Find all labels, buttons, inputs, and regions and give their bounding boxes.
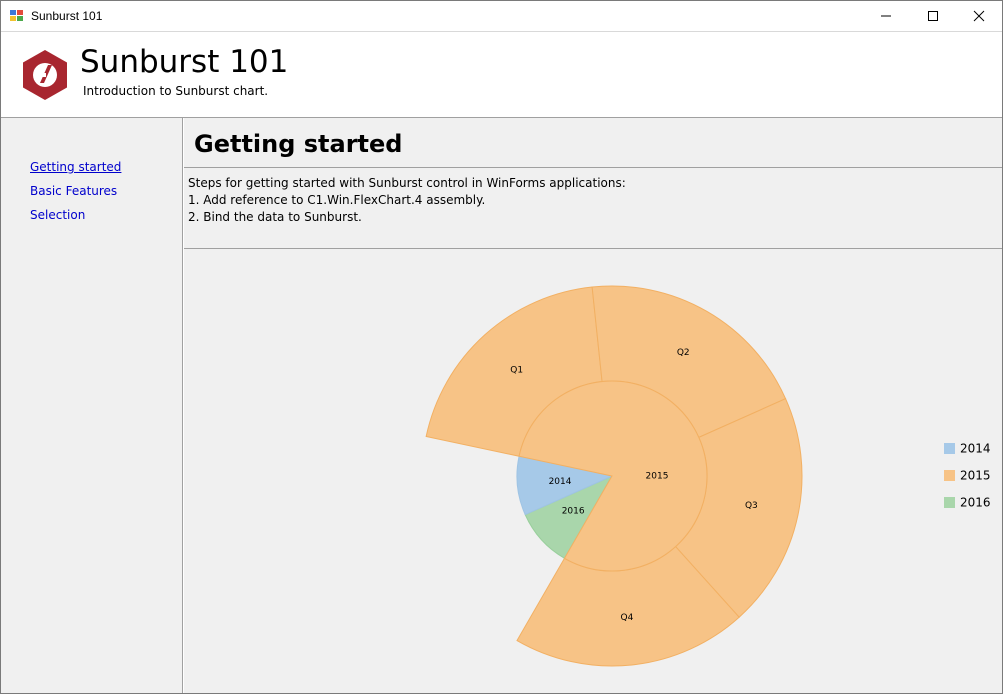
slice-label-2014: 2014 <box>549 477 572 487</box>
sidebar-item-basic-features[interactable]: Basic Features <box>30 184 118 198</box>
slice-label-2016: 2016 <box>562 506 585 516</box>
main-content: Getting started Steps for getting starte… <box>184 118 1002 693</box>
app-subtitle: Introduction to Sunburst chart. <box>83 84 269 98</box>
description-line: 1. Add reference to C1.Win.FlexChart.4 a… <box>188 193 486 207</box>
slice-label-2015: 2015 <box>646 472 669 482</box>
legend-label-2014: 2014 <box>960 442 991 456</box>
description-line: Steps for getting started with Sunburst … <box>188 176 626 190</box>
sunburst-svg: Q1 Q2 Q3 Q4 2016 2014 2015 2014 2015 2016 <box>425 285 991 667</box>
maximize-icon <box>928 11 938 21</box>
sunburst-chart[interactable]: Q1 Q2 Q3 Q4 2016 2014 2015 2014 2015 2016 <box>184 249 1002 693</box>
chart-divider <box>184 248 1002 249</box>
window-title: Sunburst 101 <box>31 9 103 23</box>
minimize-button[interactable] <box>863 1 909 31</box>
sidebar: Getting started Basic Features Selection <box>1 118 183 693</box>
slice-label-q2: Q2 <box>677 348 690 358</box>
legend-label-2016: 2016 <box>960 496 991 510</box>
close-icon <box>973 10 985 22</box>
legend-swatch-2016 <box>944 497 955 508</box>
slice-label-q4: Q4 <box>620 613 633 623</box>
sidebar-item-selection[interactable]: Selection <box>30 208 86 222</box>
title-divider <box>184 167 1002 168</box>
page-title: Getting started <box>194 130 403 158</box>
sunburst-slice-2015[interactable] <box>518 380 708 572</box>
legend-swatch-2015 <box>944 470 955 481</box>
slice-label-q1: Q1 <box>510 366 523 376</box>
sidebar-item-getting-started[interactable]: Getting started <box>30 160 122 174</box>
app-icon <box>10 10 23 21</box>
minimize-icon <box>881 15 891 17</box>
description: Steps for getting started with Sunburst … <box>188 175 626 226</box>
app-title: Sunburst 101 <box>80 44 289 80</box>
legend-label-2015: 2015 <box>960 469 991 483</box>
legend-swatch-2014 <box>944 443 955 454</box>
close-button[interactable] <box>956 1 1002 31</box>
slice-label-q3: Q3 <box>745 501 758 511</box>
description-line: 2. Bind the data to Sunburst. <box>188 210 362 224</box>
app-header: Sunburst 101 Introduction to Sunburst ch… <box>1 32 1002 118</box>
brand-logo <box>23 50 67 100</box>
maximize-button[interactable] <box>910 1 956 31</box>
title-bar[interactable]: Sunburst 101 <box>1 1 1002 32</box>
